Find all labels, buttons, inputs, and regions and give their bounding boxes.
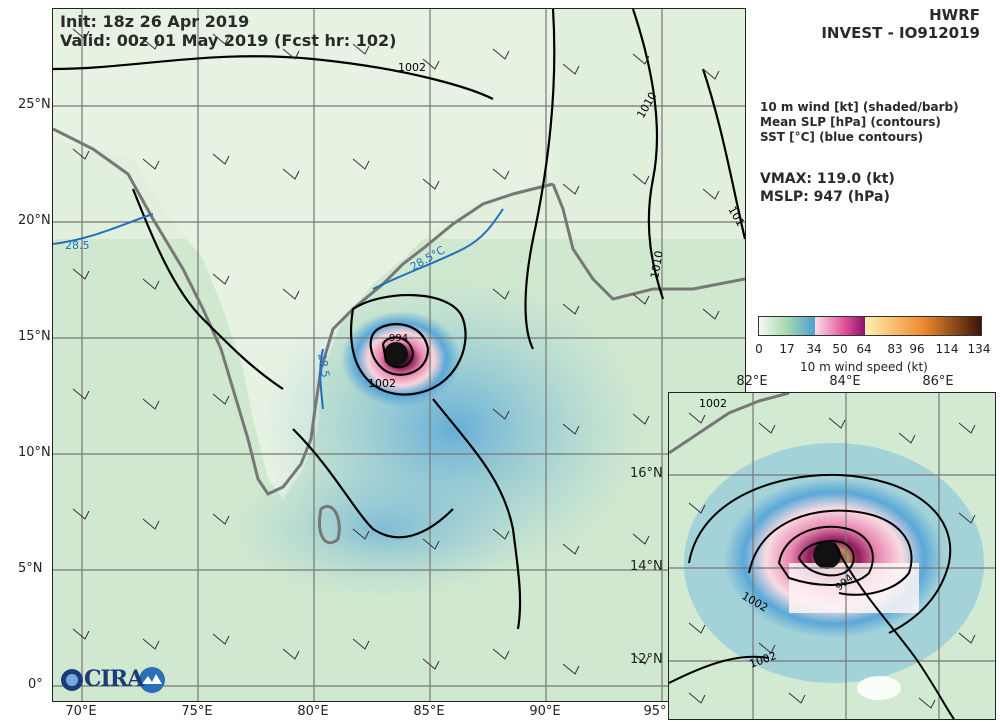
lon-label: 70°E [65, 704, 97, 719]
main-map-graphics: 1002 1002 1010 1010 101 994 28.5 28.5 28… [53, 9, 745, 701]
model-name: HWRF [929, 6, 980, 24]
logo-graphic [61, 667, 165, 693]
coastlines [53, 127, 745, 545]
inset-lat-label-outer: 14°N [630, 559, 663, 574]
lon-label: 80°E [297, 704, 329, 719]
sst-label: 28.5 [65, 239, 90, 252]
colorbar-tick: 17 [779, 342, 795, 356]
colorbar-tick: 0 [755, 342, 763, 356]
colorbar-tick: 114 [935, 342, 959, 356]
lat-label: 0° [28, 677, 43, 692]
init-time: Init: 18z 26 Apr 2019 [60, 12, 250, 31]
wind-barbs [72, 28, 720, 675]
contour-label: 1010 [648, 250, 666, 280]
vmax-value: VMAX: 119.0 (kt) [760, 171, 895, 187]
valid-time: Valid: 00z 01 May 2019 (Fcst hr: 102) [60, 31, 397, 50]
lat-label: 10°N [18, 445, 51, 460]
colorbar-title: 10 m wind speed (kt) [800, 360, 928, 374]
inset-map[interactable]: 1002 1002 994 1002 16°N 14°N 12°N [668, 392, 996, 720]
contour-label: 994 [389, 333, 408, 344]
mslp-value: MSLP: 947 (hPa) [760, 189, 890, 205]
india-land [53, 9, 553, 499]
sst-label: 28.5 [315, 352, 332, 378]
field-line: Mean SLP [hPa] (contours) [760, 115, 941, 129]
graticule [53, 9, 745, 701]
lat-label: 15°N [18, 329, 51, 344]
inset-map-graphics: 1002 1002 994 1002 [669, 393, 995, 719]
inset-lon-label: 86°E [922, 374, 954, 389]
contour-label: 1002 [398, 61, 426, 74]
storm-stats: VMAX: 119.0 (kt) MSLP: 947 (hPa) [760, 170, 895, 206]
colorbar-tick: 96 [909, 342, 925, 356]
lon-label: 85°E [413, 704, 445, 719]
lat-label: 20°N [18, 213, 51, 228]
lat-label: 25°N [18, 97, 51, 112]
colorbar-graphic [759, 317, 981, 335]
field-legend: 10 m wind [kt] (shaded/barb) Mean SLP [h… [760, 100, 959, 145]
colorbar-tick: 34 [806, 342, 822, 356]
slp-contours [53, 9, 745, 630]
colorbar-tick: 64 [856, 342, 872, 356]
lon-label: 90°E [529, 704, 561, 719]
colorbar-tick: 83 [887, 342, 903, 356]
inset-lon-label: 84°E [829, 374, 861, 389]
sst-contours [53, 208, 504, 410]
cira-logo: CIRA [60, 664, 170, 696]
inset-contour-label: 1002 [699, 397, 727, 410]
wind-colorbar [758, 316, 982, 336]
lon-label: 95° [643, 704, 667, 719]
field-line: SST [°C] (blue contours) [760, 130, 924, 144]
storm-name: INVEST - IO912019 [821, 24, 980, 42]
field-line: 10 m wind [kt] (shaded/barb) [760, 100, 959, 114]
contour-label: 1002 [368, 377, 396, 390]
storm-eye [384, 342, 408, 366]
lat-label: 5°N [18, 561, 43, 576]
logo-text: CIRA [84, 666, 144, 692]
inset-lon-label: 82°E [736, 374, 768, 389]
inset-lat-label-outer: 16°N [630, 466, 663, 481]
wind-swath-south [233, 459, 533, 599]
colorbar-tick: 50 [832, 342, 848, 356]
main-map[interactable]: 1002 1002 1010 1010 101 994 28.5 28.5 28… [52, 8, 746, 702]
colorbar-tick: 134 [967, 342, 991, 356]
inset-lat-label-outer: 12°N [630, 652, 663, 667]
lon-label: 75°E [181, 704, 213, 719]
